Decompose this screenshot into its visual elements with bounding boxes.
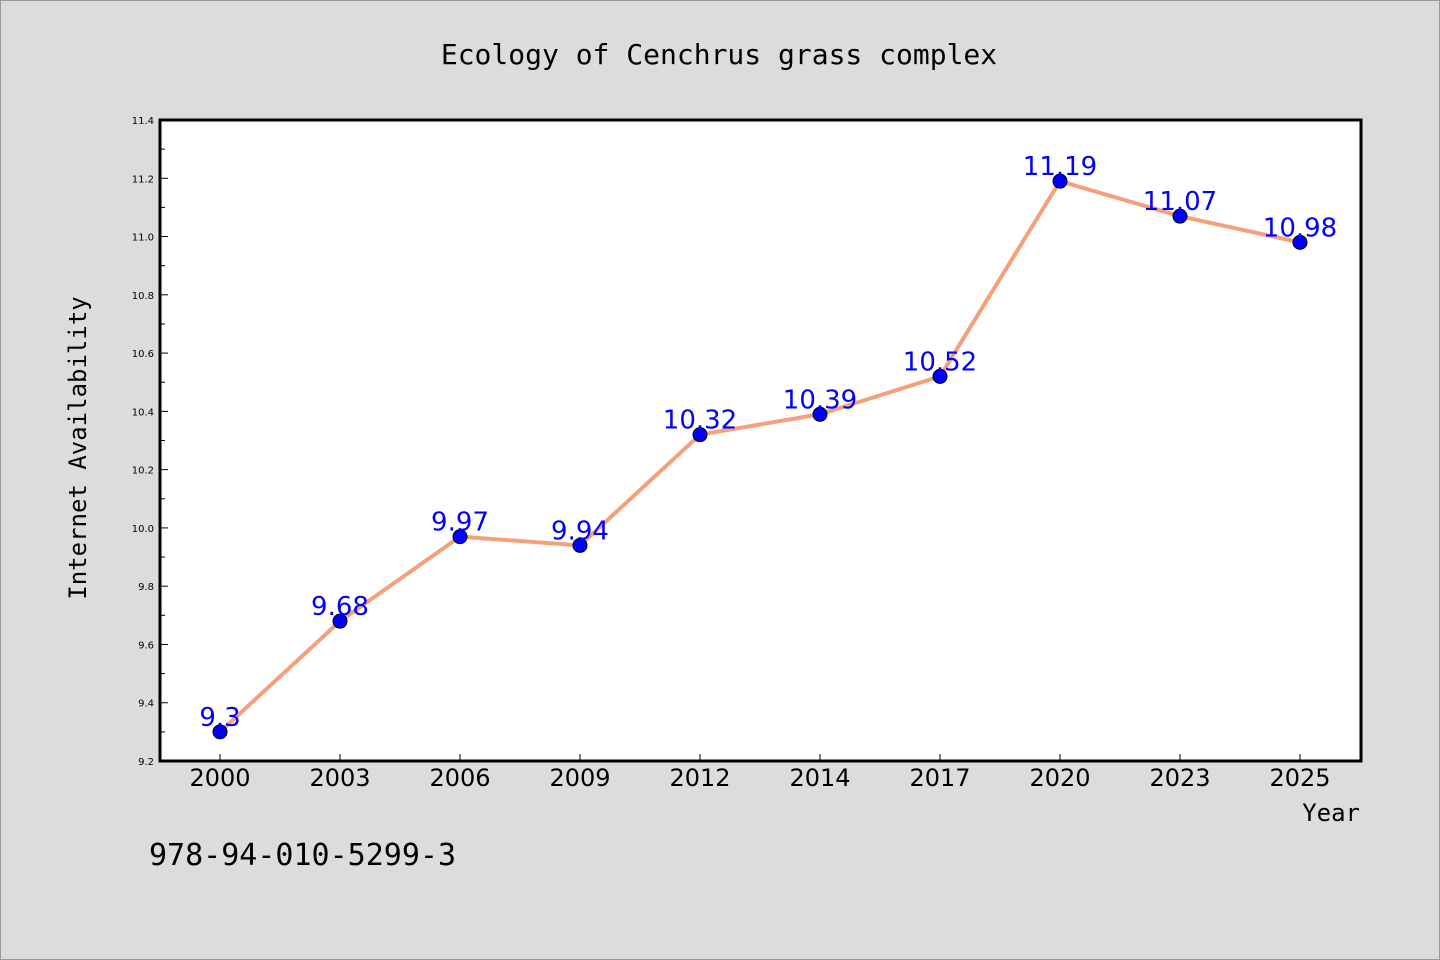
data-point <box>332 613 348 629</box>
y-tick-label: 10.4 <box>132 407 154 418</box>
x-tick-label: 2025 <box>1269 764 1330 792</box>
x-tick-label: 2003 <box>309 764 370 792</box>
data-label: 9.94 <box>551 516 609 546</box>
series-line <box>218 179 1301 734</box>
data-label: 9.3 <box>199 703 240 733</box>
data-point <box>932 368 948 384</box>
y-tick-label: 9.8 <box>138 582 154 593</box>
x-tick-label: 2020 <box>1029 764 1090 792</box>
data-label: 10.98 <box>1263 213 1337 243</box>
data-label: 9.68 <box>311 592 369 622</box>
data-point <box>212 724 228 740</box>
x-tick-label: 2000 <box>189 764 250 792</box>
y-tick-label: 11.4 <box>132 116 154 127</box>
y-tick-label: 11.0 <box>132 233 154 244</box>
data-point <box>1292 234 1308 250</box>
plot-area <box>158 118 1363 763</box>
data-point <box>1052 173 1068 189</box>
data-point <box>692 427 708 443</box>
x-tick-label: 2017 <box>909 764 970 792</box>
y-tick-label: 11.2 <box>132 174 154 185</box>
data-point <box>1172 208 1188 224</box>
y-axis-ticks: 9.2 9.4 9.6 9.8 10.0 10.2 10.4 10.6 10.8 11.0 11.2… <box>132 116 168 768</box>
x-axis-label: Year <box>1302 799 1360 827</box>
series-group: 9.3 9.68 9.97 9.94 10.32 10.39 10.52 11.19 11.07… <box>199 152 1337 740</box>
data-label: 11.19 <box>1023 152 1097 182</box>
x-tick-label: 2014 <box>789 764 850 792</box>
isbn-label: 978-94-010-5299-3 <box>149 838 456 873</box>
x-tick-label: 2012 <box>669 764 730 792</box>
x-axis-ticks: 2000 2003 2006 2009 2012 2014 2017 2020 2023 2025 <box>189 754 1331 792</box>
data-label: 11.07 <box>1143 187 1217 217</box>
y-tick-label: 9.4 <box>138 699 154 710</box>
data-label: 9.97 <box>431 508 489 538</box>
chart-title: Ecology of Cenchrus grass complex <box>441 38 997 71</box>
data-label: 10.52 <box>903 347 977 377</box>
data-label: 10.32 <box>663 406 737 436</box>
y-tick-label: 10.6 <box>132 349 154 360</box>
data-point <box>452 529 468 545</box>
x-tick-label: 2006 <box>429 764 490 792</box>
y-tick-label: 9.6 <box>138 640 154 651</box>
y-tick-label: 10.8 <box>132 291 154 302</box>
data-label: 10.39 <box>783 385 857 415</box>
data-point <box>572 537 588 553</box>
y-tick-label: 10.0 <box>132 524 154 535</box>
y-tick-label: 10.2 <box>132 466 154 477</box>
x-tick-label: 2009 <box>549 764 610 792</box>
data-point <box>812 406 828 422</box>
y-tick-label: 9.2 <box>138 757 154 768</box>
y-axis-label: Internet Availability <box>64 296 92 599</box>
x-tick-label: 2023 <box>1149 764 1210 792</box>
